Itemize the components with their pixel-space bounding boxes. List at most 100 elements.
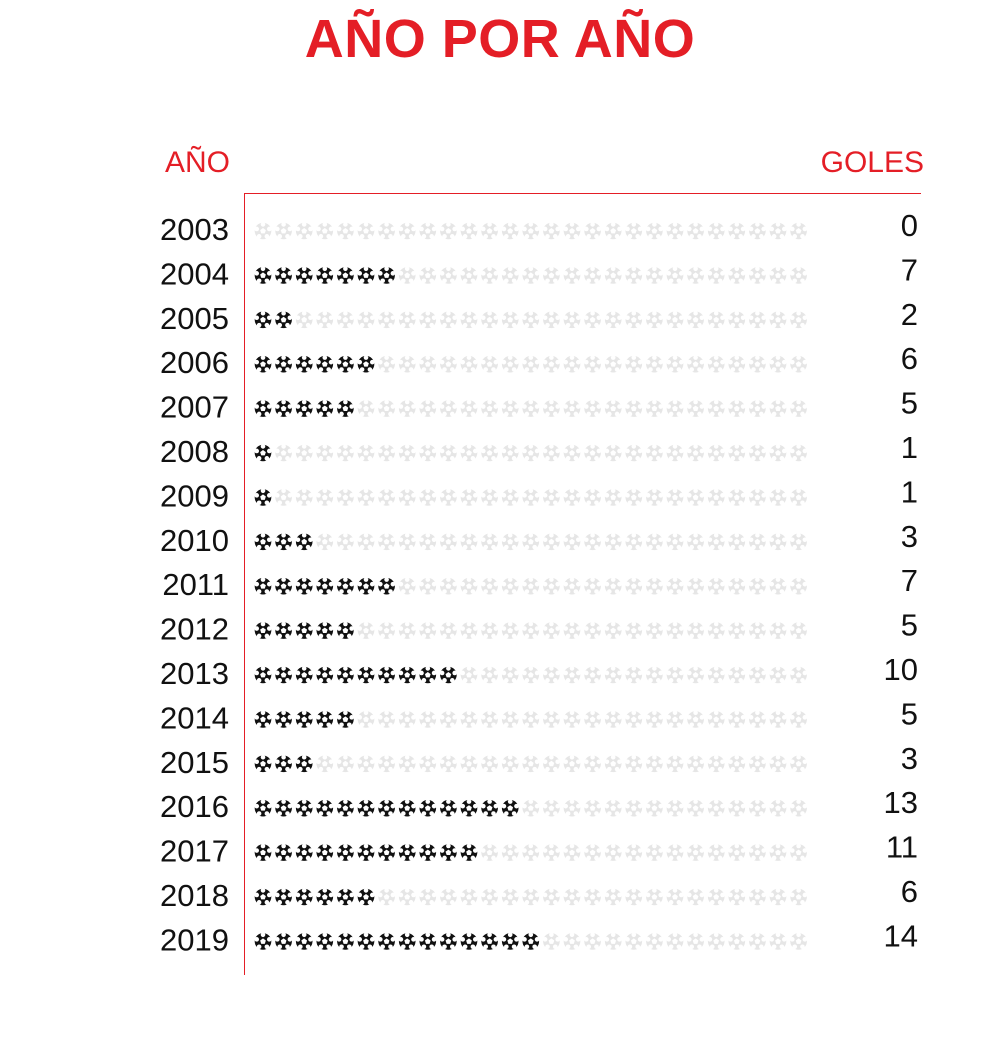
goal-ball-icon <box>254 488 272 506</box>
empty-ball-icon <box>316 532 334 551</box>
empty-ball-icon <box>625 932 643 950</box>
empty-ball-icon <box>378 754 396 773</box>
empty-ball-icon <box>542 266 560 284</box>
empty-ball-icon <box>748 710 766 728</box>
empty-ball-icon <box>769 888 787 906</box>
empty-ball-icon <box>645 488 663 506</box>
empty-ball-icon <box>790 888 808 906</box>
goal-count-label: 6 <box>901 341 918 376</box>
empty-ball-icon <box>481 577 499 595</box>
chart-row-2018: 2018 6 <box>160 874 918 913</box>
goal-ball-icon <box>254 754 272 773</box>
empty-ball-icon <box>584 399 602 417</box>
empty-ball-icon <box>419 355 437 373</box>
empty-ball-icon <box>687 888 705 906</box>
empty-ball-icon <box>439 577 457 595</box>
empty-ball-icon <box>584 266 602 284</box>
empty-ball-icon <box>522 799 540 817</box>
empty-ball-icon <box>790 621 808 639</box>
empty-ball-icon <box>522 222 540 240</box>
empty-ball-icon <box>336 444 354 462</box>
empty-ball-icon <box>707 710 725 728</box>
empty-ball-icon <box>357 532 375 551</box>
empty-ball-icon <box>707 888 725 906</box>
empty-ball-icon <box>707 799 725 817</box>
empty-ball-icon <box>728 222 746 240</box>
empty-ball-icon <box>378 444 396 462</box>
empty-ball-icon <box>707 621 725 639</box>
empty-ball-icon <box>625 621 643 639</box>
goal-ball-icon <box>378 266 396 284</box>
chart-title: AÑO POR AÑO <box>304 9 696 69</box>
empty-ball-icon <box>398 222 416 240</box>
empty-ball-icon <box>481 888 499 906</box>
empty-ball-icon <box>357 444 375 462</box>
empty-ball-icon <box>481 532 499 551</box>
empty-ball-icon <box>439 310 457 329</box>
empty-ball-icon <box>460 577 478 595</box>
empty-ball-icon <box>481 710 499 728</box>
goal-ball-icon <box>254 266 272 284</box>
goal-ball-icon <box>460 932 478 950</box>
empty-ball-icon <box>707 577 725 595</box>
empty-ball-icon <box>769 222 787 240</box>
empty-ball-icon <box>398 710 416 728</box>
year-tick-label: 2007 <box>160 390 229 425</box>
year-tick-label: 2009 <box>160 478 229 513</box>
empty-ball-icon <box>501 222 519 240</box>
empty-ball-icon <box>748 532 766 551</box>
empty-ball-icon <box>728 888 746 906</box>
goal-ball-icon <box>316 266 334 284</box>
empty-ball-icon <box>295 444 313 462</box>
chart-row-2010: 2010 3 <box>160 519 918 558</box>
empty-ball-icon <box>584 888 602 906</box>
chart-row-2008: 2008 1 <box>160 430 918 469</box>
empty-ball-icon <box>707 222 725 240</box>
goal-ball-icon <box>439 843 457 861</box>
empty-ball-icon <box>542 355 560 373</box>
empty-ball-icon <box>584 621 602 639</box>
empty-ball-icon <box>625 577 643 595</box>
empty-ball-icon <box>666 666 684 684</box>
empty-ball-icon <box>357 222 375 240</box>
empty-ball-icon <box>687 488 705 506</box>
empty-ball-icon <box>501 710 519 728</box>
year-tick-label: 2014 <box>160 700 229 735</box>
goal-count-label: 5 <box>901 696 918 731</box>
empty-ball-icon <box>769 621 787 639</box>
goal-ball-icon <box>357 577 375 595</box>
empty-ball-icon <box>522 532 540 551</box>
year-tick-label: 2005 <box>160 301 229 336</box>
empty-ball-icon <box>666 577 684 595</box>
empty-ball-icon <box>748 799 766 817</box>
empty-ball-icon <box>398 577 416 595</box>
empty-ball-icon <box>584 488 602 506</box>
empty-ball-icon <box>728 666 746 684</box>
empty-ball-icon <box>728 444 746 462</box>
empty-ball-icon <box>584 532 602 551</box>
empty-ball-icon <box>584 355 602 373</box>
empty-ball-icon <box>748 577 766 595</box>
empty-ball-icon <box>604 266 622 284</box>
empty-ball-icon <box>336 488 354 506</box>
empty-ball-icon <box>542 621 560 639</box>
empty-ball-icon <box>666 355 684 373</box>
empty-ball-icon <box>790 488 808 506</box>
chart-row-2007: 2007 5 <box>160 386 918 425</box>
empty-ball-icon <box>604 310 622 329</box>
empty-ball-icon <box>439 888 457 906</box>
empty-ball-icon <box>604 355 622 373</box>
goal-ball-icon <box>316 843 334 861</box>
empty-ball-icon <box>501 621 519 639</box>
goal-ball-icon <box>254 666 272 684</box>
empty-ball-icon <box>398 888 416 906</box>
chart-row-2003: 2003 0 <box>160 208 918 247</box>
goal-ball-icon <box>295 399 313 417</box>
empty-ball-icon <box>584 666 602 684</box>
empty-ball-icon <box>419 399 437 417</box>
empty-ball-icon <box>254 222 272 240</box>
empty-ball-icon <box>522 888 540 906</box>
empty-ball-icon <box>604 488 622 506</box>
goal-ball-icon <box>439 666 457 684</box>
empty-ball-icon <box>790 355 808 373</box>
